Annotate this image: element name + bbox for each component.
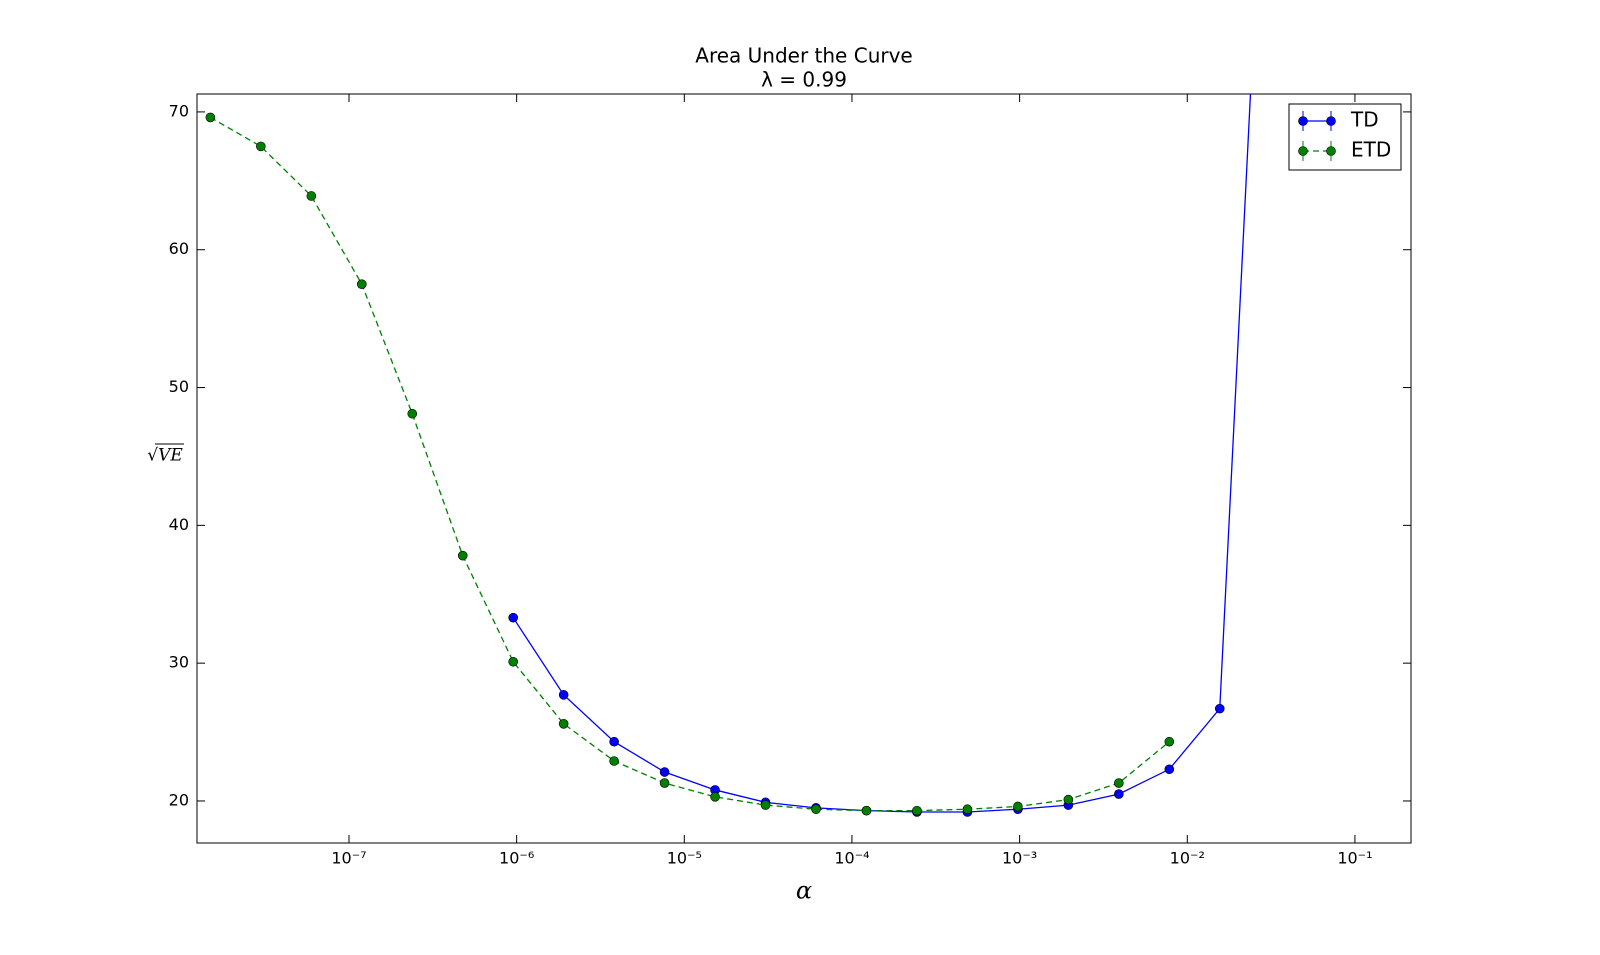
data-point — [609, 756, 619, 766]
data-point — [659, 778, 670, 788]
data-point — [1013, 801, 1023, 812]
x-tick-label: 10⁻¹ — [1337, 849, 1372, 868]
y-tick-label: 40 — [169, 515, 189, 534]
data-point — [508, 656, 518, 667]
data-point — [356, 279, 367, 289]
data-point — [1114, 789, 1124, 799]
data-point — [1164, 764, 1175, 775]
x-axis-label: α — [796, 877, 812, 905]
data-point — [760, 800, 771, 810]
data-point — [1114, 778, 1124, 788]
x-tick-label: 10⁻³ — [1002, 849, 1037, 868]
x-tick-label: 10⁻⁵ — [667, 849, 702, 868]
chart-subtitle: λ = 0.99 — [761, 68, 847, 92]
data-point — [962, 804, 973, 815]
data-point — [306, 191, 317, 201]
legend-marker — [1326, 146, 1336, 156]
series-line — [210, 116, 1170, 812]
y-tick-label: 50 — [169, 377, 189, 396]
data-point — [256, 141, 266, 152]
legend-label: ETD — [1351, 138, 1391, 162]
chart-title: Area Under the Curve — [695, 44, 912, 68]
data-point — [861, 805, 872, 816]
data-point — [609, 736, 619, 747]
y-tick-label: 60 — [169, 239, 189, 258]
legend-marker — [1298, 146, 1308, 156]
y-tick-label: 70 — [169, 101, 189, 120]
y-tick-label: 20 — [169, 790, 189, 809]
data-point — [457, 550, 468, 561]
legend-marker — [1326, 116, 1336, 126]
y-tick-label: 30 — [169, 653, 189, 672]
data-point — [205, 112, 216, 123]
data-point — [710, 792, 720, 802]
legend-box — [1288, 103, 1402, 171]
data-point — [508, 612, 518, 623]
x-tick-label: 10⁻⁴ — [834, 849, 869, 868]
data-point — [659, 767, 670, 777]
legend-label: TD — [1350, 108, 1379, 132]
x-tick-label: 10⁻² — [1170, 849, 1205, 868]
data-point — [1214, 703, 1225, 714]
x-tick-label: 10⁻⁷ — [331, 849, 366, 868]
plot-area — [196, 93, 1412, 844]
data-point — [558, 690, 569, 700]
y-axis-label: √VE — [147, 446, 183, 466]
data-point — [912, 805, 922, 816]
series-line — [512, 94, 1252, 813]
data-point — [1164, 736, 1175, 747]
data-point — [811, 804, 821, 815]
plot-layer — [205, 94, 1252, 817]
legend-marker — [1298, 116, 1308, 126]
x-tick-label: 10⁻⁶ — [499, 849, 534, 868]
data-point — [1063, 794, 1074, 805]
data-point — [407, 408, 418, 419]
data-point — [558, 718, 569, 729]
